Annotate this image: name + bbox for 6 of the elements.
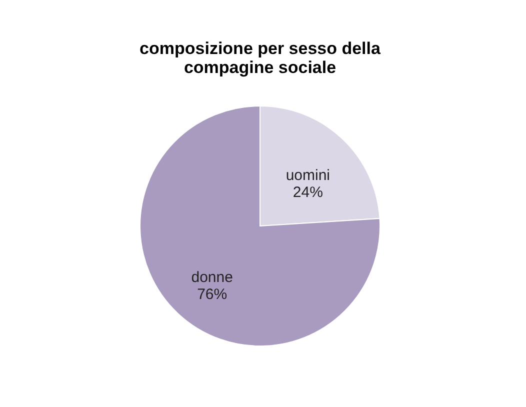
data-label: 24% <box>292 184 323 201</box>
pie-slice <box>140 106 380 346</box>
data-label: 76% <box>197 286 228 304</box>
chart-title: composizione per sesso della compagine sociale <box>140 39 381 77</box>
slice-label: uomini <box>286 166 330 184</box>
slice-label: donne <box>191 269 233 286</box>
